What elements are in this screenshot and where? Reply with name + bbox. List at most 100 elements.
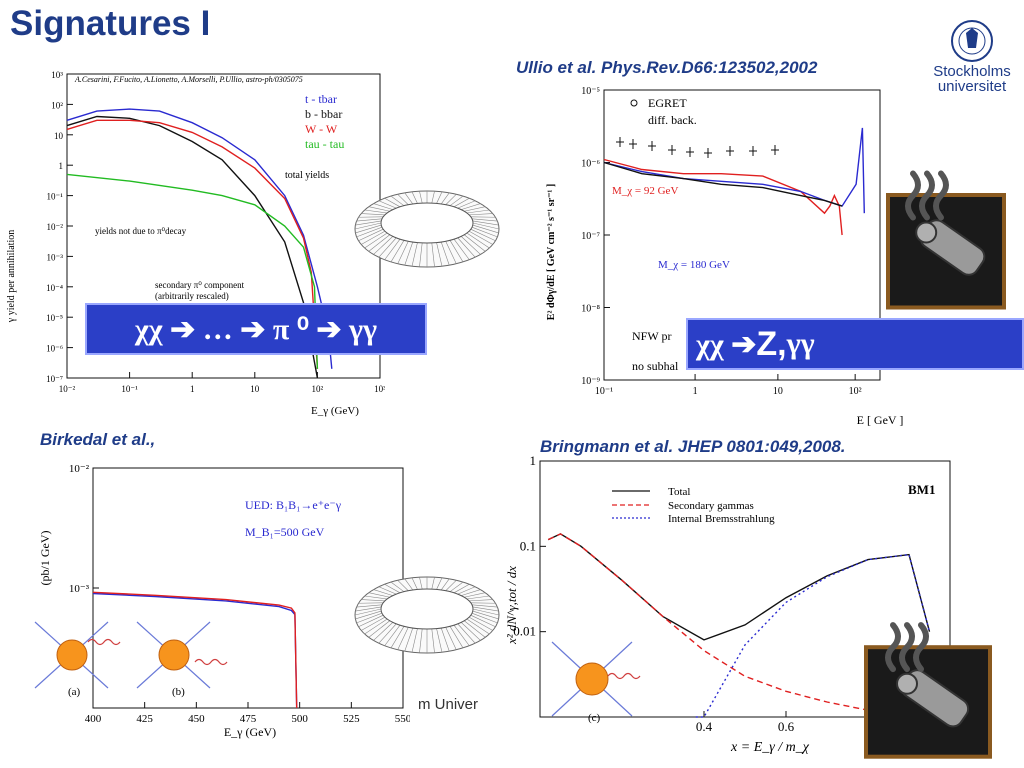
legend-secondary: Secondary gammas bbox=[668, 500, 754, 512]
torus-segment bbox=[361, 599, 385, 602]
x-tick-label: 525 bbox=[343, 713, 360, 725]
torus-icon bbox=[354, 190, 500, 268]
university-seal-icon bbox=[951, 20, 993, 62]
feynman-diagram-b bbox=[136, 621, 228, 689]
smoke-puff bbox=[919, 170, 935, 221]
feynman-diagrams-ab bbox=[34, 621, 228, 689]
chart-gamma-yield: A.Cesarini, F.Fucito, A.Lionetto, A.Mors… bbox=[6, 70, 385, 417]
torus-segment bbox=[453, 625, 470, 646]
legend-w-w: W - W bbox=[305, 122, 338, 136]
torus-segment bbox=[355, 220, 382, 226]
citation-bringmann-journal: JHEP 0801:049,2008. bbox=[677, 437, 846, 456]
torus-segment bbox=[356, 604, 383, 608]
x-tick-label: 0.6 bbox=[778, 719, 795, 734]
torus-segment bbox=[378, 586, 397, 595]
logo-wordmark: Stockholms universitet bbox=[926, 64, 1018, 94]
torus-segment bbox=[384, 197, 401, 208]
torus-icon bbox=[354, 576, 500, 654]
torus-segment bbox=[471, 218, 498, 222]
torus-segment bbox=[384, 583, 401, 594]
x-tick-label: 500 bbox=[291, 713, 308, 725]
torus-segment bbox=[411, 242, 418, 267]
x-tick-label: 10 bbox=[250, 384, 260, 394]
legend-mass: M_B₁=500 GeV bbox=[245, 525, 325, 539]
torus-segment bbox=[355, 610, 382, 620]
x-axis-label: x = E_γ / m_χ bbox=[730, 740, 810, 755]
banner-z-pre: χχ ➔ bbox=[696, 327, 757, 361]
torus-segment bbox=[445, 627, 457, 650]
torus-segment bbox=[364, 618, 388, 635]
torus-segment bbox=[411, 628, 418, 653]
torus-segment bbox=[356, 612, 383, 624]
x-tick-label: 10² bbox=[849, 386, 862, 397]
torus-segment bbox=[404, 578, 414, 591]
torus-segment bbox=[390, 240, 405, 263]
torus-segment bbox=[471, 604, 498, 608]
smoke-puff bbox=[913, 622, 929, 673]
x-axis-label: E [ GeV ] bbox=[857, 413, 904, 427]
torus-segment bbox=[464, 620, 486, 638]
chart-header: A.Cesarini, F.Fucito, A.Lionetto, A.Mors… bbox=[74, 75, 303, 84]
legend-egret: EGRET bbox=[648, 96, 687, 110]
torus-segment bbox=[464, 206, 486, 212]
torus-segment bbox=[356, 218, 383, 222]
torus-segment bbox=[364, 232, 388, 249]
torus-segment bbox=[464, 592, 486, 598]
y-tick-label: 10⁻⁷ bbox=[46, 374, 63, 384]
torus-segment bbox=[411, 577, 418, 590]
torus-segment bbox=[468, 230, 493, 245]
banner-z-post: γγ bbox=[786, 327, 815, 360]
torus-segment bbox=[464, 234, 486, 252]
torus-segment bbox=[373, 589, 393, 596]
torus-segment bbox=[457, 200, 476, 209]
torus-segment bbox=[364, 209, 388, 214]
y-tick-label: 0.1 bbox=[520, 538, 536, 553]
y-axis-label: E² dΦγ/dE [ GeV cm⁻² s⁻¹ sr⁻¹ ] bbox=[546, 184, 557, 320]
citation-birkedal: Birkedal et al., bbox=[40, 430, 156, 449]
annotation-m180: M_χ = 180 GeV bbox=[658, 259, 730, 271]
smoke-puff bbox=[885, 622, 901, 673]
y-tick-label: 10⁻⁶ bbox=[46, 344, 63, 354]
diagram-label-c: (c) bbox=[588, 712, 601, 724]
torus-segment bbox=[436, 577, 443, 590]
torus-segment bbox=[368, 206, 390, 212]
legend-ib: Internal Bremsstrahlung bbox=[668, 513, 775, 525]
torus-segment bbox=[436, 242, 443, 267]
y-tick-label: 10⁻⁹ bbox=[581, 376, 600, 387]
torus-segment bbox=[472, 220, 499, 226]
torus-segment bbox=[390, 195, 405, 206]
torus-segment bbox=[440, 192, 450, 205]
torus-segment bbox=[472, 610, 499, 620]
y-tick-label: 10² bbox=[51, 100, 63, 110]
y-tick-label: 10 bbox=[54, 131, 64, 141]
annotation-secondary: secondary π⁰ component bbox=[155, 280, 245, 290]
chart-tag: BM1 bbox=[908, 482, 935, 497]
x-axis-label: E_γ (GeV) bbox=[311, 405, 359, 417]
torus-segment bbox=[378, 200, 397, 209]
torus-segment bbox=[431, 191, 435, 204]
torus-segment bbox=[404, 627, 414, 652]
x-tick-label: 10³ bbox=[374, 384, 385, 394]
torus-segment bbox=[397, 627, 409, 650]
torus-segment bbox=[368, 620, 390, 638]
torus-segment bbox=[472, 606, 499, 612]
citation-bringmann-authors: Bringmann et al. bbox=[540, 437, 674, 456]
series-line bbox=[66, 108, 333, 369]
smoke-puff bbox=[899, 622, 915, 673]
torus-segment bbox=[457, 586, 476, 595]
torus-segment bbox=[461, 203, 481, 210]
torus-segment bbox=[431, 577, 435, 590]
y-tick-label: 0.01 bbox=[513, 624, 536, 639]
annotation-no-subhalo: no subhal bbox=[632, 359, 679, 373]
y-tick-label: 10⁻¹ bbox=[47, 192, 64, 202]
plot-frame bbox=[539, 460, 951, 718]
torus-segment bbox=[436, 628, 443, 653]
torus-segment bbox=[397, 194, 409, 205]
smoking-cannon-cartoon-icon bbox=[864, 622, 992, 759]
torus-segment bbox=[440, 578, 450, 591]
x-tick-label: 400 bbox=[85, 713, 102, 725]
series-line bbox=[547, 533, 869, 711]
cannon-muzzle bbox=[896, 672, 918, 695]
chart-bringmann-bm1: BM1 x² dN^γ,tot / dx x = E_γ / m_χ Total… bbox=[504, 455, 951, 755]
y-tick-label: 1 bbox=[59, 161, 64, 171]
